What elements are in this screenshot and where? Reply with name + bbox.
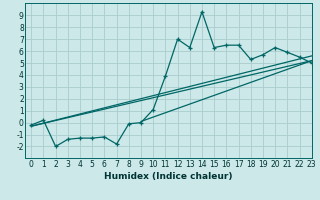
X-axis label: Humidex (Indice chaleur): Humidex (Indice chaleur) bbox=[104, 172, 233, 181]
